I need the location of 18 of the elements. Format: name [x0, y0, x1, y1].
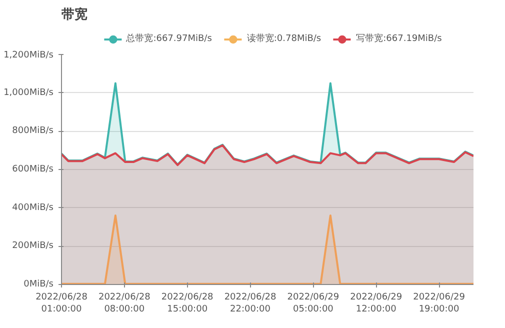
y-tick-label: 200MiB/s — [12, 241, 54, 252]
y-tick-label: 400MiB/s — [12, 202, 54, 213]
y-tick-label: 800MiB/s — [12, 126, 54, 136]
x-tick-label: 2022/06/28 08:00:00 — [98, 292, 151, 314]
y-tick-label: 600MiB/s — [12, 164, 54, 174]
x-tick-label: 2022/06/28 22:00:00 — [224, 292, 276, 314]
x-tick-label: 2022/06/29 19:00:00 — [413, 292, 466, 314]
x-tick-label: 2022/06/29 05:00:00 — [287, 292, 340, 314]
y-tick-label: 0MiB/s — [24, 280, 54, 290]
y-tick-label: 1,200MiB/s — [4, 50, 54, 60]
y-tick-label: 1,000MiB/s — [4, 88, 54, 98]
legend-label: 读带宽:0.78MiB/s — [246, 32, 322, 45]
x-tick-label: 2022/06/28 15:00:00 — [161, 292, 214, 314]
legend-label: 总带宽:667.97MiB/s — [126, 32, 212, 45]
chart-title: 带宽 — [62, 6, 88, 22]
x-tick-label: 2022/06/29 12:00:00 — [350, 292, 402, 314]
legend-label: 写带宽:667.19MiB/s — [356, 32, 442, 45]
x-tick-label: 2022/06/28 01:00:00 — [36, 292, 88, 314]
